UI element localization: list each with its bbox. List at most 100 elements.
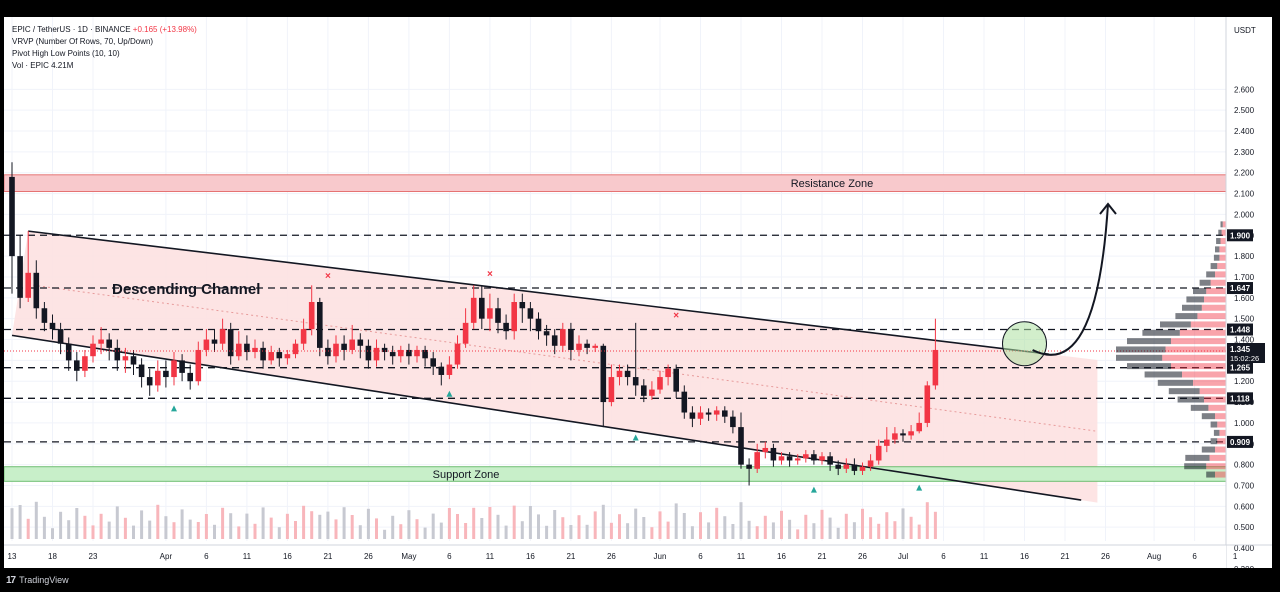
candle-body[interactable] (649, 389, 655, 396)
candle-body[interactable] (398, 349, 404, 357)
candle-body[interactable] (74, 360, 80, 371)
candle-body[interactable] (179, 360, 185, 373)
channel-lower-line[interactable] (11, 334, 1082, 501)
legend-indicator-vrvp[interactable]: VRVP (Number Of Rows, 70, Up/Down) (12, 37, 154, 46)
candle-body[interactable] (300, 329, 307, 344)
candle-body[interactable] (762, 447, 769, 453)
price-chart[interactable]: Resistance Zone Support Zone Descending Ch… (4, 17, 1272, 568)
channel-upper-line[interactable] (28, 230, 1049, 355)
candle-body[interactable] (932, 349, 939, 386)
candle-body[interactable] (308, 302, 315, 330)
candle-body[interactable] (373, 347, 380, 361)
candle-body[interactable] (252, 347, 258, 353)
candle-body[interactable] (519, 302, 526, 309)
candle-body[interactable] (576, 343, 582, 350)
candle-body[interactable] (754, 452, 760, 469)
candle-body[interactable] (535, 318, 542, 332)
candle-body[interactable] (479, 297, 485, 319)
candle-body[interactable] (600, 345, 607, 403)
breakout-highlight-circle[interactable] (1002, 321, 1047, 367)
candle-body[interactable] (689, 412, 696, 419)
resistance-zone[interactable] (4, 174, 1227, 192)
candle-body[interactable] (82, 356, 88, 371)
candle-body[interactable] (25, 272, 31, 298)
candle-body[interactable] (665, 368, 671, 378)
candle-body[interactable] (884, 439, 890, 446)
candle-body[interactable] (908, 431, 914, 436)
candle-body[interactable] (892, 433, 898, 440)
candle-body[interactable] (851, 464, 858, 471)
candle-body[interactable] (268, 352, 274, 361)
candle-body[interactable] (341, 343, 347, 350)
candle-body[interactable] (843, 464, 850, 469)
candle-body[interactable] (163, 370, 169, 378)
legend-indicator-volume[interactable]: Vol · EPIC 4.21M (12, 61, 74, 70)
candle-body[interactable] (681, 391, 688, 413)
candle-body[interactable] (106, 339, 112, 348)
candle-body[interactable] (527, 308, 534, 319)
candle-body[interactable] (770, 447, 777, 461)
candle-body[interactable] (835, 464, 841, 469)
candle-body[interactable] (203, 339, 210, 350)
candle-body[interactable] (292, 343, 299, 355)
candle-body[interactable] (244, 343, 250, 353)
candle-body[interactable] (470, 297, 477, 323)
candle-body[interactable] (381, 347, 388, 353)
candle-body[interactable] (697, 412, 704, 419)
candle-body[interactable] (317, 302, 323, 348)
candle-body[interactable] (738, 427, 744, 465)
candle-body[interactable] (859, 466, 866, 471)
candle-body[interactable] (357, 339, 364, 346)
candle-body[interactable] (114, 347, 121, 361)
candle-body[interactable] (722, 410, 728, 417)
candle-body[interactable] (503, 322, 509, 332)
candle-body[interactable] (705, 412, 712, 415)
candle-body[interactable] (122, 356, 129, 361)
candle-body[interactable] (487, 308, 493, 319)
candle-body[interactable] (438, 366, 445, 375)
projection-arrow-icon[interactable] (1032, 203, 1109, 356)
candle-body[interactable] (90, 343, 96, 357)
candle-body[interactable] (454, 343, 461, 365)
support-zone[interactable] (4, 466, 1227, 482)
candle-body[interactable] (260, 347, 266, 361)
candle-body[interactable] (827, 456, 833, 465)
candle-body[interactable] (276, 352, 283, 359)
candle-body[interactable] (916, 422, 922, 432)
candle-body[interactable] (9, 176, 15, 257)
candle-body[interactable] (219, 329, 226, 344)
candle-body[interactable] (875, 445, 882, 461)
candle-body[interactable] (495, 308, 501, 323)
candle-body[interactable] (673, 368, 679, 392)
candle-body[interactable] (786, 456, 793, 461)
candle-body[interactable] (389, 352, 396, 357)
candle-body[interactable] (155, 370, 161, 386)
candle-body[interactable] (65, 343, 72, 361)
candle-body[interactable] (746, 464, 752, 469)
candle-body[interactable] (49, 322, 56, 330)
candle-body[interactable] (803, 454, 809, 459)
candle-body[interactable] (641, 385, 647, 396)
candle-body[interactable] (616, 370, 623, 378)
candle-body[interactable] (446, 364, 453, 375)
legend-symbol-row[interactable]: EPIC / TetherUS · 1D · BINANCE +0.165 (+… (12, 24, 197, 36)
candle-body[interactable] (236, 343, 242, 357)
candle-body[interactable] (543, 331, 550, 336)
legend-indicator-pivots[interactable]: Pivot High Low Points (10, 10) (12, 49, 120, 58)
candle-body[interactable] (130, 356, 137, 365)
candle-body[interactable] (551, 335, 558, 346)
candle-body[interactable] (284, 354, 291, 359)
candle-body[interactable] (657, 377, 663, 390)
candle-body[interactable] (41, 308, 48, 323)
candle-body[interactable] (730, 416, 736, 428)
candle-body[interactable] (33, 272, 40, 309)
candle-body[interactable] (333, 343, 339, 357)
candle-body[interactable] (227, 329, 234, 357)
candle-body[interactable] (138, 364, 145, 378)
candle-body[interactable] (713, 410, 720, 415)
candle-body[interactable] (819, 456, 825, 461)
candle-body[interactable] (98, 339, 104, 344)
candle-body[interactable] (867, 460, 874, 467)
candle-body[interactable] (365, 345, 372, 361)
candle-body[interactable] (624, 370, 631, 378)
